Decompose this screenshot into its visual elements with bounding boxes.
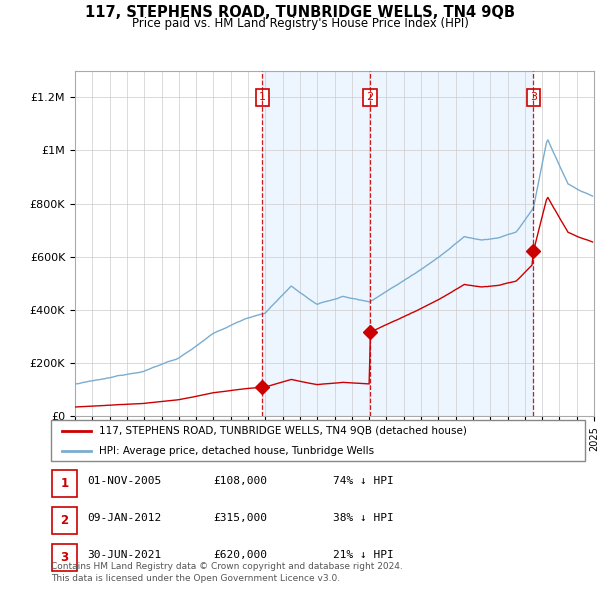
- Text: 2: 2: [61, 514, 68, 527]
- Text: 117, STEPHENS ROAD, TUNBRIDGE WELLS, TN4 9QB: 117, STEPHENS ROAD, TUNBRIDGE WELLS, TN4…: [85, 5, 515, 19]
- Text: 3: 3: [530, 93, 537, 102]
- Text: 38% ↓ HPI: 38% ↓ HPI: [333, 513, 394, 523]
- FancyBboxPatch shape: [51, 419, 586, 461]
- FancyBboxPatch shape: [52, 544, 77, 572]
- Text: £620,000: £620,000: [213, 550, 267, 560]
- Text: 1: 1: [259, 93, 266, 102]
- Text: 09-JAN-2012: 09-JAN-2012: [87, 513, 161, 523]
- FancyBboxPatch shape: [52, 470, 77, 497]
- Text: HPI: Average price, detached house, Tunbridge Wells: HPI: Average price, detached house, Tunb…: [100, 446, 374, 455]
- Text: £315,000: £315,000: [213, 513, 267, 523]
- Text: 30-JUN-2021: 30-JUN-2021: [87, 550, 161, 560]
- Text: £108,000: £108,000: [213, 476, 267, 486]
- Text: Price paid vs. HM Land Registry's House Price Index (HPI): Price paid vs. HM Land Registry's House …: [131, 17, 469, 30]
- Text: 1: 1: [61, 477, 68, 490]
- Text: 3: 3: [61, 551, 68, 565]
- Text: 117, STEPHENS ROAD, TUNBRIDGE WELLS, TN4 9QB (detached house): 117, STEPHENS ROAD, TUNBRIDGE WELLS, TN4…: [100, 426, 467, 436]
- Text: 2: 2: [366, 93, 373, 102]
- FancyBboxPatch shape: [52, 507, 77, 535]
- Text: 74% ↓ HPI: 74% ↓ HPI: [333, 476, 394, 486]
- Text: Contains HM Land Registry data © Crown copyright and database right 2024.
This d: Contains HM Land Registry data © Crown c…: [51, 562, 403, 583]
- Text: 01-NOV-2005: 01-NOV-2005: [87, 476, 161, 486]
- Text: 21% ↓ HPI: 21% ↓ HPI: [333, 550, 394, 560]
